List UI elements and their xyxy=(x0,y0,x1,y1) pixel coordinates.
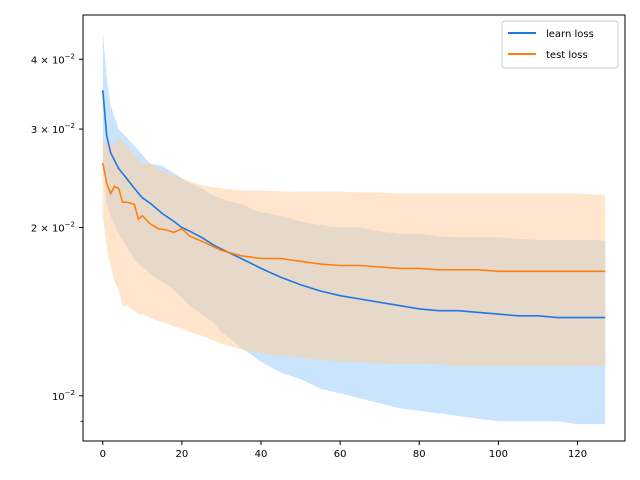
x-tick-label: 100 xyxy=(489,449,508,460)
test-loss-line xyxy=(102,162,606,273)
y-tick-label: 10−2 xyxy=(52,389,75,403)
x-tick-label: 120 xyxy=(568,449,587,460)
x-tick-label: 60 xyxy=(334,449,347,460)
legend: learn loss test loss xyxy=(501,20,619,69)
x-tick-label: 0 xyxy=(100,449,106,460)
confidence-bands xyxy=(102,30,606,425)
series-lines xyxy=(102,90,606,319)
y-tick-label: 2 × 10−2 xyxy=(31,221,75,235)
x-tick-label: 80 xyxy=(413,449,426,460)
x-tick-label: 20 xyxy=(176,449,189,460)
test-loss-band xyxy=(102,137,606,367)
y-tick-label: 4 × 10−2 xyxy=(31,52,75,66)
x-tick-label: 40 xyxy=(255,449,268,460)
y-tick-label: 3 × 10−2 xyxy=(31,122,75,136)
legend-label-test: test loss xyxy=(546,50,588,61)
learn-loss-line xyxy=(102,90,606,319)
legend-label-learn: learn loss xyxy=(546,29,594,40)
x-axis: 0 20 40 60 80 100 120 xyxy=(100,441,587,460)
y-axis: 4 × 10−2 3 × 10−2 2 × 10−2 10−2 xyxy=(31,52,83,422)
